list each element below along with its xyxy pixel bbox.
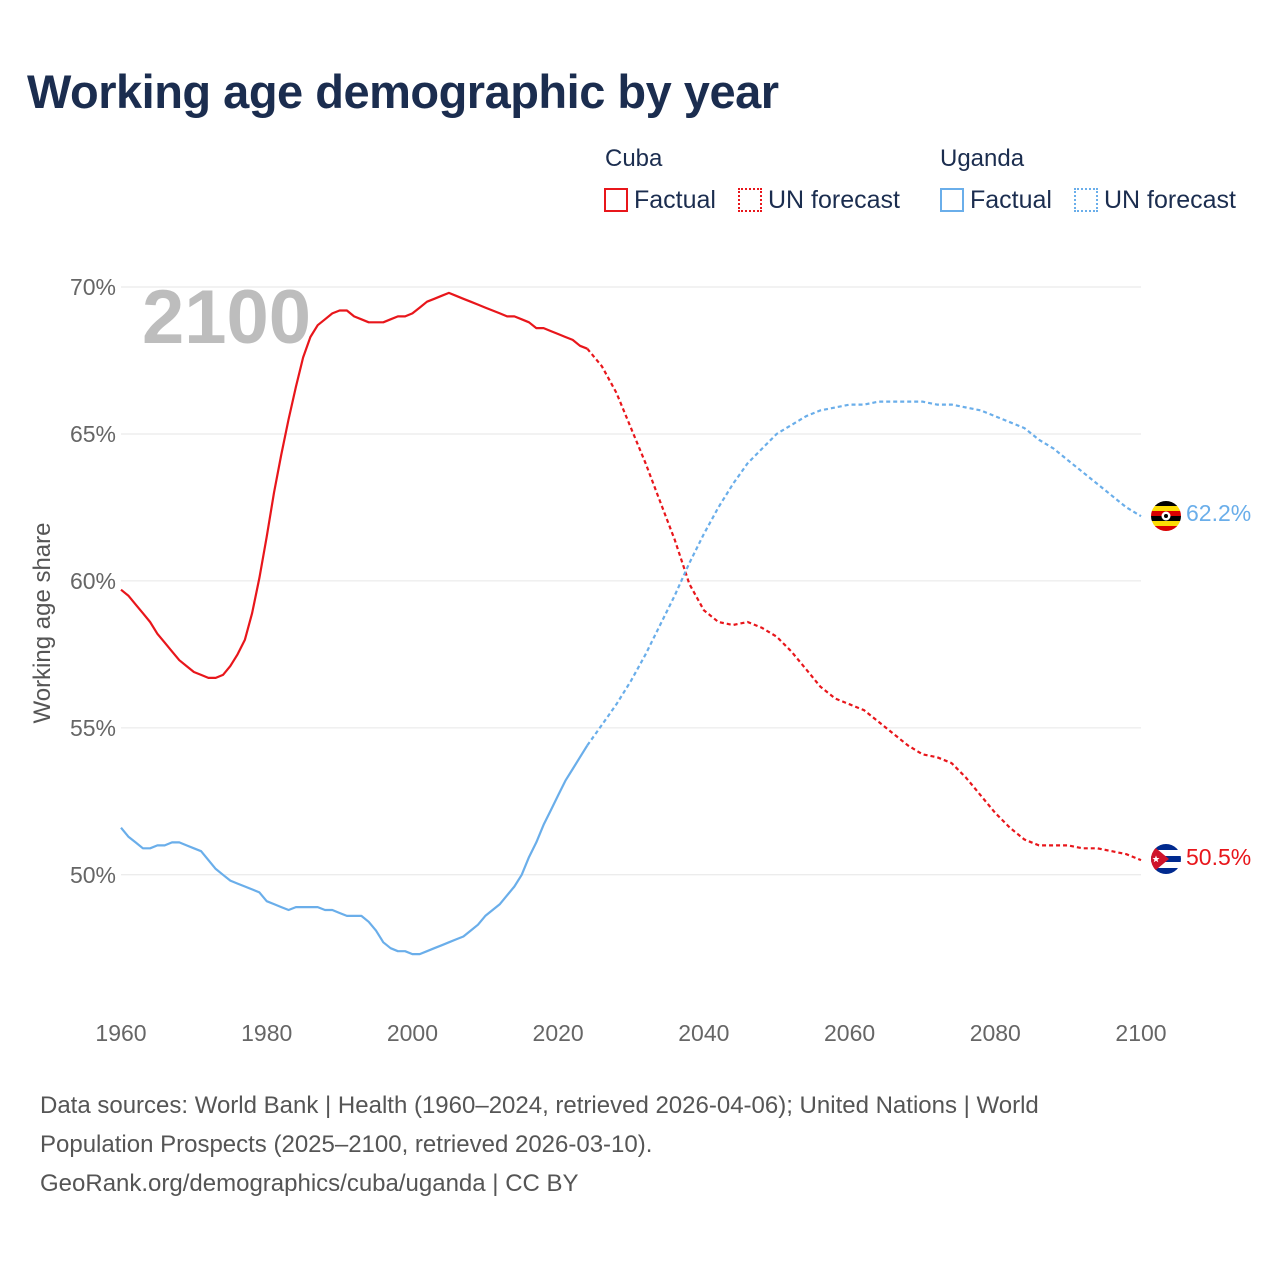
x-tick-label: 2040: [678, 1020, 729, 1046]
legend-cuba-forecast[interactable]: UN forecast: [738, 186, 900, 214]
y-axis-title: Working age share: [29, 523, 56, 724]
x-tick-label: 2020: [533, 1020, 584, 1046]
x-tick-label: 1980: [241, 1020, 292, 1046]
grid-layer: 50% 55% 60% 65% 70% 1960 1980 2000 2020 2040 2060 2…: [70, 274, 1167, 1046]
year-overlay: 2100: [142, 275, 311, 360]
series-line-uganda-forecast[interactable]: [586, 400, 1142, 747]
x-tick-label: 2060: [824, 1020, 875, 1046]
y-tick-label: 55%: [70, 715, 116, 741]
legend-swatch-uganda-forecast: [1074, 188, 1098, 212]
legend-group-uganda: Uganda: [940, 145, 1025, 172]
y-tick-label: 60%: [70, 568, 116, 594]
legend-label: Factual: [970, 185, 1052, 214]
footer-sources-line2: Population Prospects (2025–2100, retriev…: [40, 1131, 653, 1158]
legend-label: UN forecast: [768, 185, 900, 214]
x-tick-label: 2080: [970, 1020, 1021, 1046]
series-layer: [120, 291, 1142, 956]
end-label-uganda: 62.2%: [1186, 500, 1251, 526]
x-tick-label: 2000: [387, 1020, 438, 1046]
legend-uganda-forecast[interactable]: UN forecast: [1074, 186, 1236, 214]
footer-credit[interactable]: GeoRank.org/demographics/cuba/uganda | C…: [40, 1170, 579, 1197]
series-line-cuba-forecast[interactable]: [586, 347, 1142, 862]
legend-cuba-factual[interactable]: Factual: [604, 186, 716, 214]
x-tick-label: 2100: [1115, 1020, 1166, 1046]
line-chart: 50% 55% 60% 65% 70% 1960 1980 2000 2020 2040 2060 2…: [29, 274, 1251, 1046]
legend-label: Factual: [634, 185, 716, 214]
cuba-flag-icon: [1151, 844, 1181, 874]
legend-swatch-cuba-forecast: [738, 188, 762, 212]
footer-sources-line1: Data sources: World Bank | Health (1960–…: [40, 1092, 1039, 1119]
x-tick-label: 1960: [95, 1020, 146, 1046]
footer: Data sources: World Bank | Health (1960–…: [40, 1086, 1160, 1203]
y-tick-label: 65%: [70, 421, 116, 447]
legend-group-cuba: Cuba: [605, 145, 663, 172]
legend-uganda-factual[interactable]: Factual: [940, 186, 1052, 214]
uganda-flag-icon: [1151, 501, 1181, 531]
chart-title: Working age demographic by year: [27, 65, 779, 118]
legend-label: UN forecast: [1104, 185, 1236, 214]
legend-swatch-uganda-factual: [940, 188, 964, 212]
series-line-uganda-factual[interactable]: [120, 744, 589, 956]
y-tick-label: 70%: [70, 274, 116, 300]
legend-swatch-cuba-factual: [604, 188, 628, 212]
y-tick-label: 50%: [70, 862, 116, 888]
end-label-cuba: 50.5%: [1186, 844, 1251, 870]
series-line-cuba-factual[interactable]: [120, 291, 588, 680]
